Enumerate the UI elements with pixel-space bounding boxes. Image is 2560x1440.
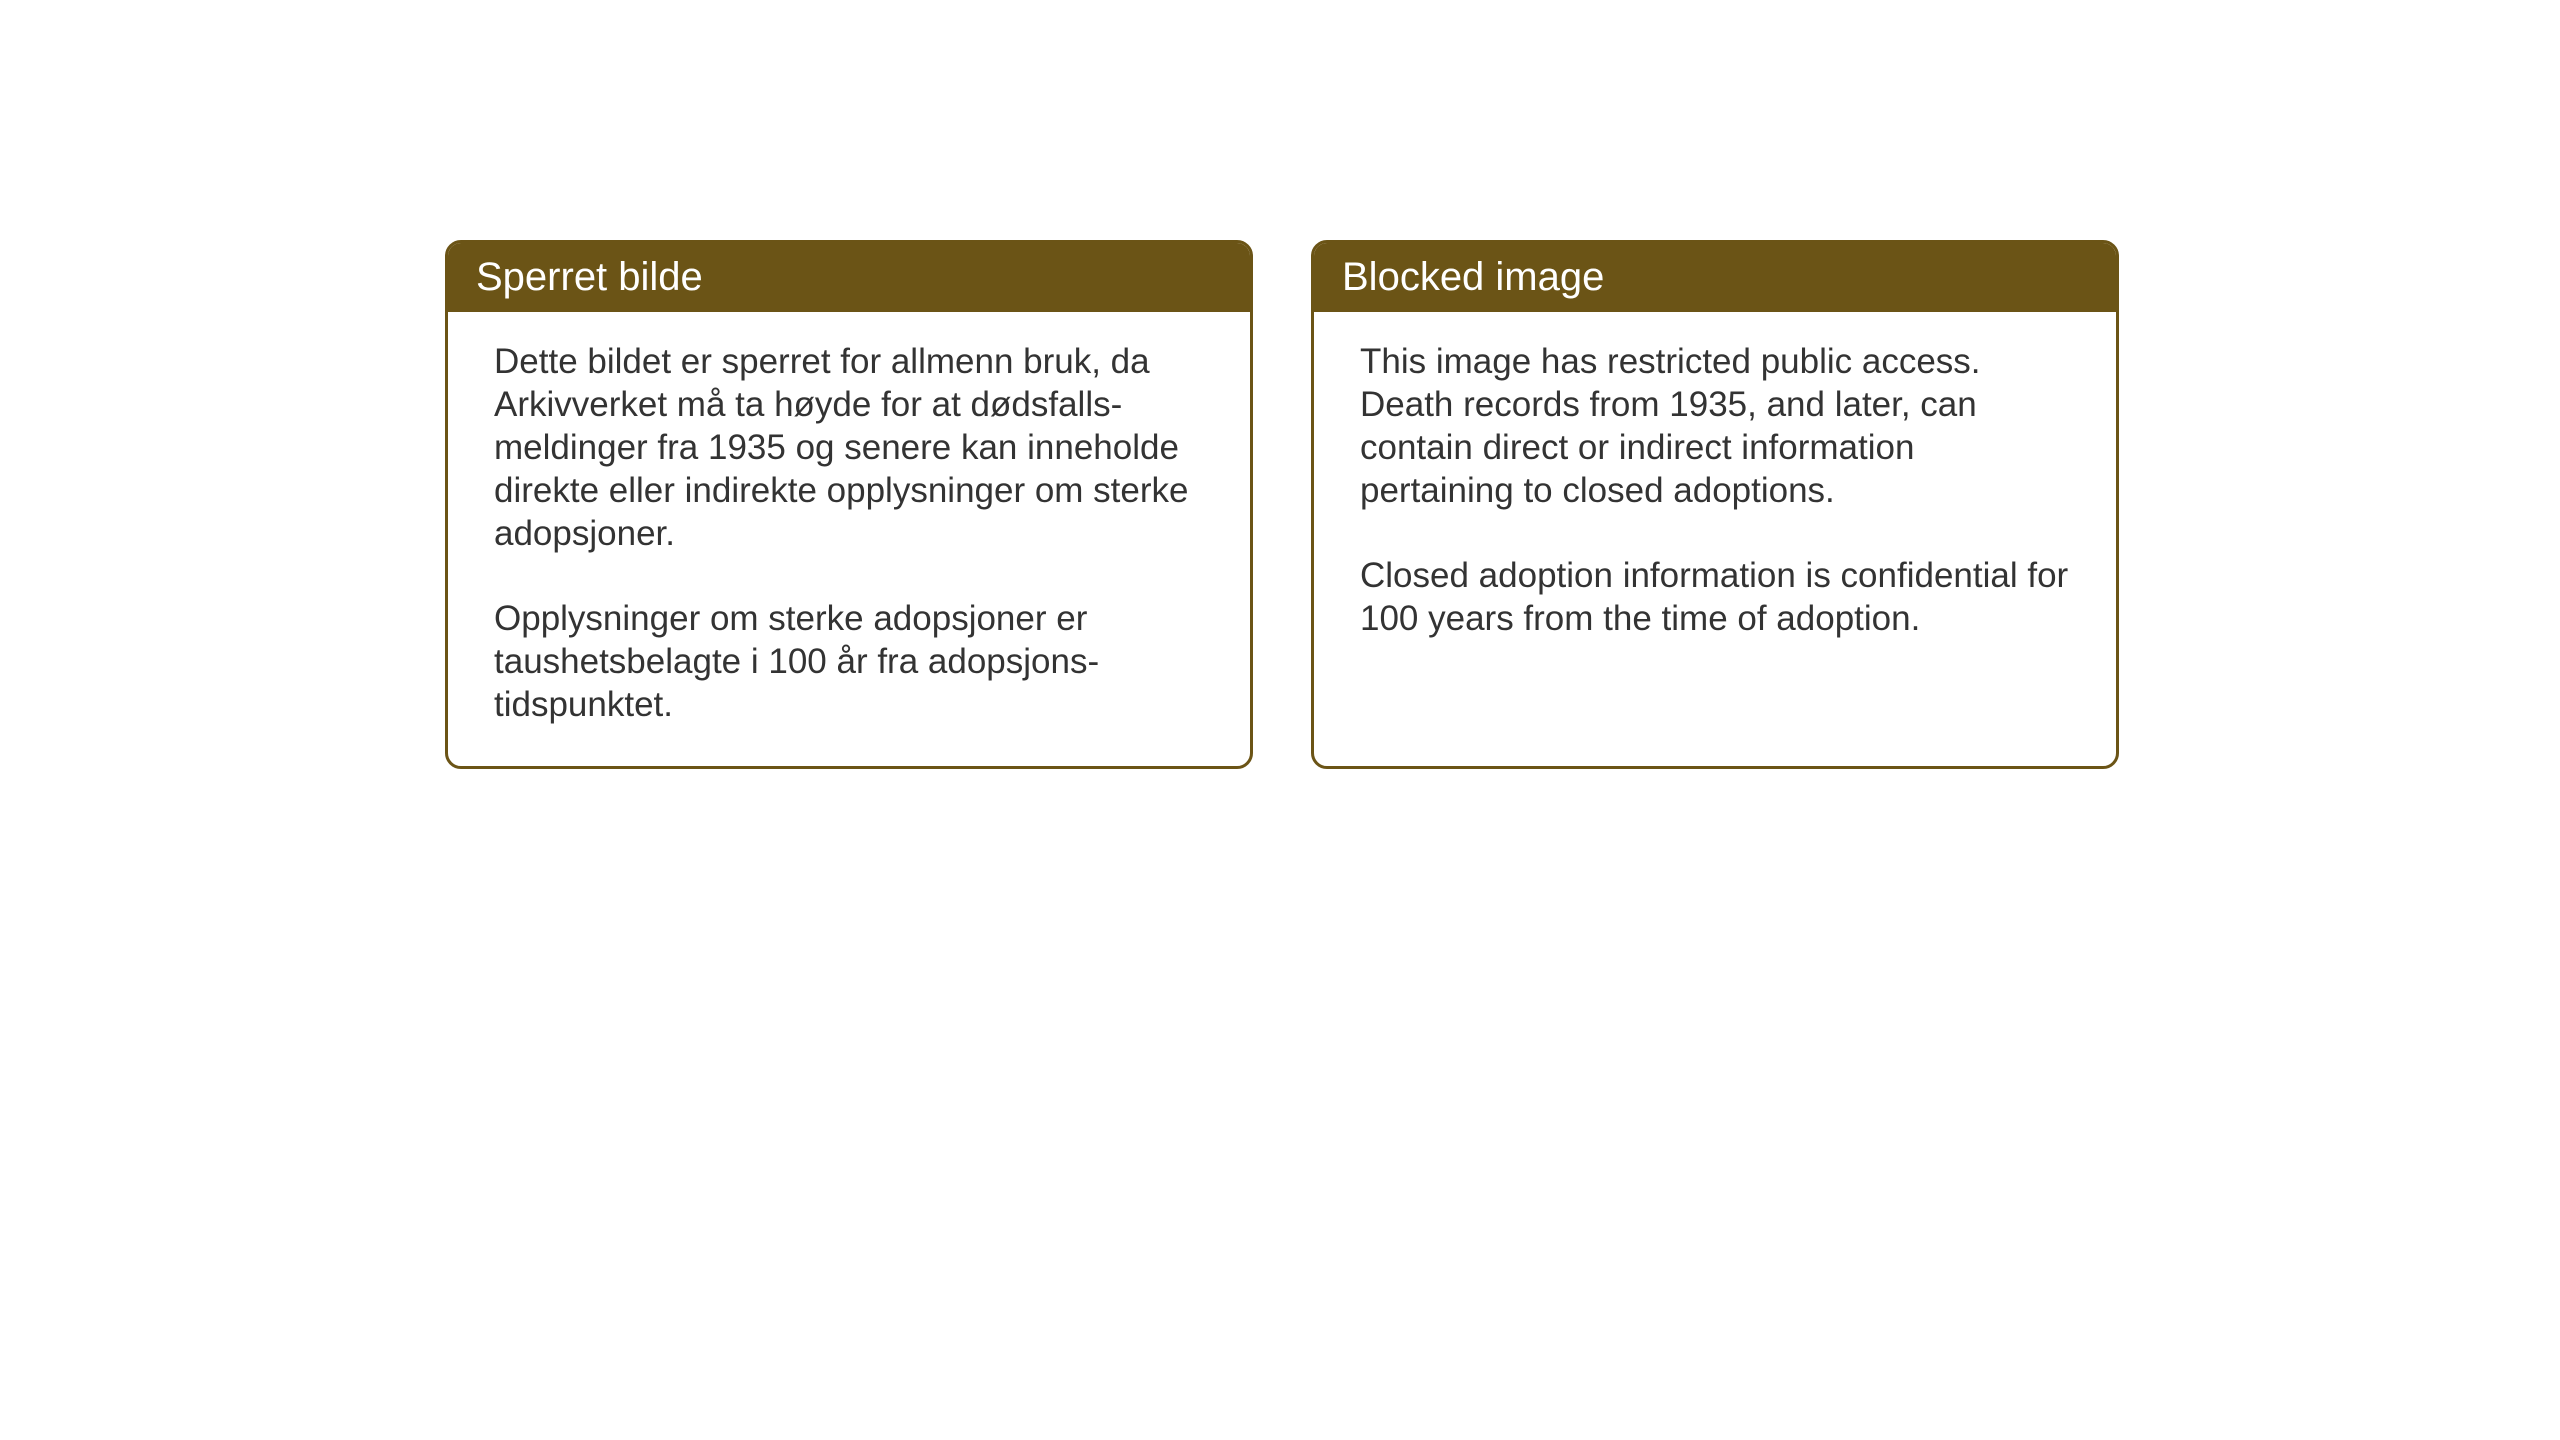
- english-notice-card: Blocked image This image has restricted …: [1311, 240, 2119, 769]
- norwegian-paragraph-2: Opplysninger om sterke adopsjoner er tau…: [494, 597, 1204, 726]
- norwegian-paragraph-1: Dette bildet er sperret for allmenn bruk…: [494, 340, 1204, 555]
- norwegian-card-title: Sperret bilde: [476, 255, 703, 299]
- norwegian-card-body: Dette bildet er sperret for allmenn bruk…: [448, 312, 1250, 766]
- english-paragraph-1: This image has restricted public access.…: [1360, 340, 2070, 512]
- norwegian-notice-card: Sperret bilde Dette bildet er sperret fo…: [445, 240, 1253, 769]
- english-card-body: This image has restricted public access.…: [1314, 312, 2116, 680]
- english-card-title: Blocked image: [1342, 255, 1604, 299]
- norwegian-card-header: Sperret bilde: [448, 243, 1250, 312]
- notice-container: Sperret bilde Dette bildet er sperret fo…: [445, 240, 2119, 769]
- english-card-header: Blocked image: [1314, 243, 2116, 312]
- english-paragraph-2: Closed adoption information is confident…: [1360, 554, 2070, 640]
